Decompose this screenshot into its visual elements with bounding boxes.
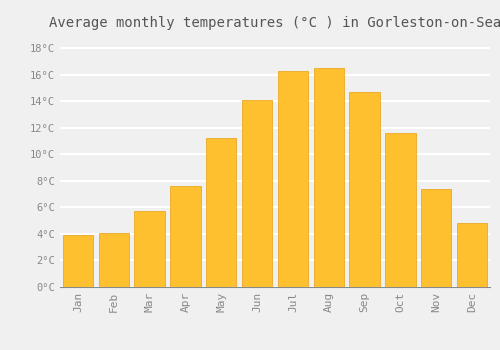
Bar bbox=[134, 211, 165, 287]
Bar bbox=[170, 186, 200, 287]
Bar bbox=[98, 233, 129, 287]
Bar bbox=[314, 68, 344, 287]
Bar bbox=[385, 133, 416, 287]
Bar bbox=[350, 92, 380, 287]
Bar bbox=[62, 235, 93, 287]
Bar bbox=[421, 189, 452, 287]
Title: Average monthly temperatures (°C ) in Gorleston-on-Sea: Average monthly temperatures (°C ) in Go… bbox=[49, 16, 500, 30]
Bar bbox=[278, 71, 308, 287]
Bar bbox=[457, 223, 488, 287]
Bar bbox=[242, 100, 272, 287]
Bar bbox=[206, 139, 236, 287]
